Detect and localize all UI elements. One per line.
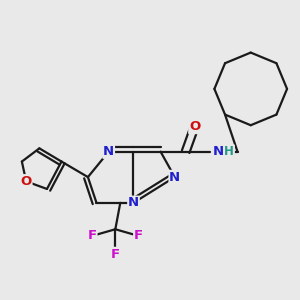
Text: O: O: [20, 175, 32, 188]
Text: N: N: [103, 145, 114, 158]
Text: F: F: [134, 230, 143, 242]
Text: H: H: [224, 145, 234, 158]
Text: F: F: [88, 230, 97, 242]
Text: O: O: [189, 120, 200, 134]
Text: N: N: [128, 196, 139, 209]
Text: N: N: [169, 171, 180, 184]
Text: F: F: [111, 248, 120, 260]
Text: N: N: [213, 145, 224, 158]
